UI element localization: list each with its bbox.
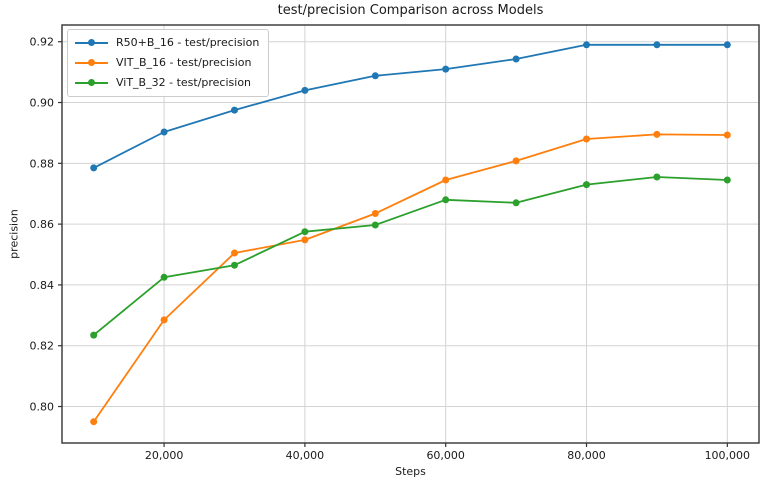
data-point (90, 164, 98, 172)
legend-label: VIT_B_16 - test/precision (116, 56, 252, 69)
data-point (723, 41, 731, 49)
legend-label: R50+B_16 - test/precision (116, 36, 260, 49)
data-point (723, 131, 731, 139)
data-point (301, 86, 309, 94)
y-tick-label: 0.84 (30, 279, 55, 292)
y-tick-label: 0.80 (30, 401, 55, 414)
legend-line-marker-icon (75, 58, 108, 67)
legend-line-marker-icon (75, 78, 108, 87)
series-line (93, 43, 728, 169)
series-line (93, 176, 728, 336)
x-tick-label: 20,000 (145, 449, 184, 462)
y-tick-label: 0.86 (30, 218, 55, 231)
legend-line-marker-icon (75, 38, 108, 47)
y-tick-label: 0.92 (30, 36, 55, 49)
data-point (371, 72, 379, 80)
legend-label: ViT_B_32 - test/precision (116, 76, 252, 89)
y-tick-label: 0.88 (30, 157, 55, 170)
x-tick-label: 100,000 (705, 449, 751, 462)
data-point (160, 128, 168, 136)
data-point (231, 261, 238, 269)
x-tick-label: 60,000 (426, 449, 465, 462)
legend-item: VIT_B_16 - test/precision (75, 53, 259, 72)
data-point (583, 135, 590, 143)
y-tick-label: 0.82 (30, 340, 55, 353)
data-point (653, 173, 661, 181)
data-point (583, 41, 590, 49)
data-point (371, 221, 379, 229)
x-tick-label: 80,000 (567, 449, 606, 462)
legend-item: ViT_B_32 - test/precision (75, 73, 259, 92)
series-line (92, 133, 728, 423)
data-point (301, 236, 309, 244)
data-point (231, 106, 238, 114)
data-point (512, 55, 520, 63)
data-point (90, 418, 98, 426)
data-point (653, 130, 661, 138)
data-point (512, 157, 520, 165)
x-tick-label: 40,000 (286, 449, 325, 462)
x-axis-label: Steps (395, 465, 426, 478)
data-point (371, 210, 379, 217)
legend: R50+B_16 - test/precision VIT_B_16 - tes… (67, 29, 270, 97)
data-point (231, 249, 238, 257)
data-point (653, 41, 661, 49)
data-point (90, 331, 98, 339)
data-point (442, 176, 450, 184)
legend-item: R50+B_16 - test/precision (75, 33, 259, 52)
chart-title: test/precision Comparison across Models (277, 3, 544, 18)
data-point (442, 196, 450, 204)
data-point (160, 273, 168, 281)
data-point (723, 176, 731, 184)
y-tick-label: 0.90 (30, 97, 55, 110)
data-point (160, 316, 168, 324)
data-point (442, 65, 450, 73)
data-point (512, 199, 520, 207)
y-axis-label: precision (7, 209, 21, 259)
data-point (583, 181, 590, 189)
data-point (301, 228, 309, 236)
plot-border (61, 24, 760, 444)
